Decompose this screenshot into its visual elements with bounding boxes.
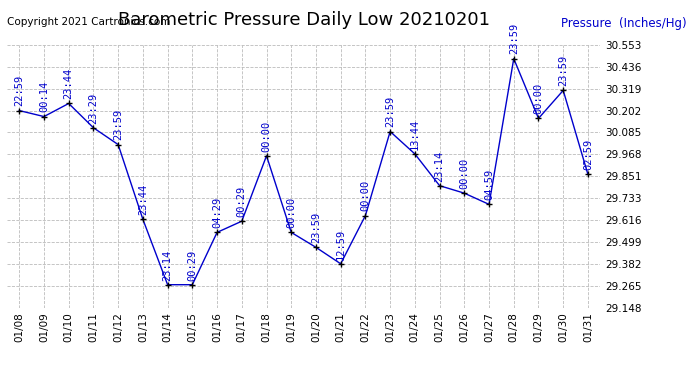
Text: Pressure  (Inches/Hg): Pressure (Inches/Hg) xyxy=(561,17,687,30)
Text: 23:59: 23:59 xyxy=(558,55,568,86)
Text: 23:14: 23:14 xyxy=(435,150,444,182)
Text: 23:14: 23:14 xyxy=(163,249,172,280)
Text: 00:00: 00:00 xyxy=(262,120,271,152)
Text: 22:59: 22:59 xyxy=(14,75,24,106)
Text: 02:59: 02:59 xyxy=(583,139,593,170)
Text: Barometric Pressure Daily Low 20210201: Barometric Pressure Daily Low 20210201 xyxy=(117,11,490,29)
Text: 13:44: 13:44 xyxy=(410,118,420,150)
Text: 23:59: 23:59 xyxy=(385,96,395,128)
Text: 00:00: 00:00 xyxy=(533,83,544,114)
Text: 00:00: 00:00 xyxy=(460,158,469,189)
Text: 04:59: 04:59 xyxy=(484,169,494,200)
Text: 04:29: 04:29 xyxy=(212,197,222,228)
Text: 23:44: 23:44 xyxy=(138,184,148,215)
Text: 00:00: 00:00 xyxy=(360,180,371,212)
Text: 23:59: 23:59 xyxy=(509,23,519,54)
Text: 23:59: 23:59 xyxy=(311,212,321,243)
Text: 23:29: 23:29 xyxy=(88,92,99,124)
Text: 23:44: 23:44 xyxy=(63,68,74,99)
Text: 12:59: 12:59 xyxy=(336,228,346,260)
Text: Copyright 2021 Cartronics.com: Copyright 2021 Cartronics.com xyxy=(7,17,170,27)
Text: 00:29: 00:29 xyxy=(188,249,197,280)
Text: 00:29: 00:29 xyxy=(237,186,247,217)
Text: 23:59: 23:59 xyxy=(113,109,123,140)
Text: 00:14: 00:14 xyxy=(39,81,49,112)
Text: 00:00: 00:00 xyxy=(286,197,296,228)
